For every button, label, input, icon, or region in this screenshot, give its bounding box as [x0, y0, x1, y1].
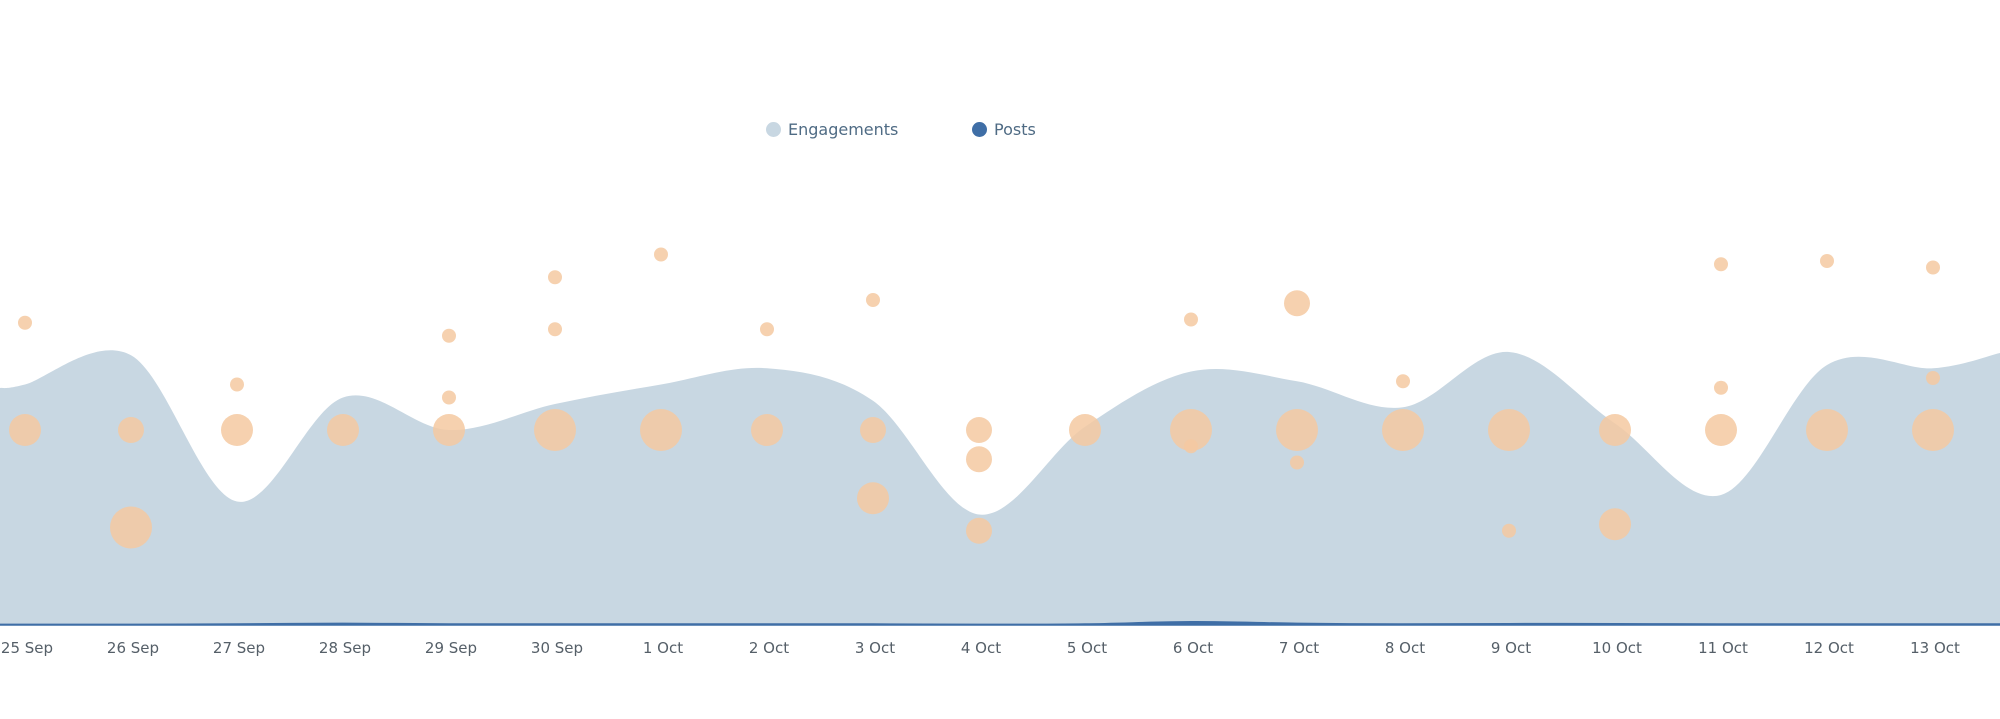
x-tick-label: 9 Oct — [1491, 639, 1531, 657]
engagements-area — [0, 350, 2000, 625]
bubble-point[interactable] — [751, 414, 783, 446]
bubble-point[interactable] — [966, 417, 992, 443]
bubble-point[interactable] — [548, 270, 562, 285]
bubble-point[interactable] — [221, 414, 253, 446]
bubble-point[interactable] — [1926, 260, 1940, 275]
x-tick-label: 12 Oct — [1804, 639, 1854, 657]
legend-swatch-engagements — [766, 122, 781, 137]
bubble-point[interactable] — [110, 506, 152, 549]
bubble-point[interactable] — [1912, 409, 1954, 451]
bubble-point[interactable] — [1284, 290, 1310, 317]
bubble-point[interactable] — [1820, 254, 1834, 268]
x-tick-label: 27 Sep — [213, 639, 265, 657]
bubble-point[interactable] — [1599, 414, 1631, 446]
x-tick-label: 8 Oct — [1385, 639, 1425, 657]
x-tick-label: 6 Oct — [1173, 639, 1213, 657]
bubble-point[interactable] — [1396, 374, 1410, 389]
bubble-point[interactable] — [1170, 409, 1212, 451]
bubble-point[interactable] — [9, 414, 41, 446]
bubble-point[interactable] — [1276, 409, 1318, 451]
x-tick-label: 3 Oct — [855, 639, 895, 657]
area-layer — [0, 350, 2000, 626]
bubble-point[interactable] — [1502, 523, 1516, 538]
bubble-point[interactable] — [1714, 257, 1728, 272]
x-tick-label: 30 Sep — [531, 639, 583, 657]
bubble-point[interactable] — [1184, 312, 1198, 327]
legend-swatch-posts — [972, 122, 987, 137]
bubble-point[interactable] — [640, 409, 682, 451]
bubble-point[interactable] — [442, 390, 456, 405]
x-tick-label: 7 Oct — [1279, 639, 1319, 657]
bubble-point[interactable] — [1382, 409, 1424, 451]
x-tick-label: 1 Oct — [643, 639, 683, 657]
legend-item-posts[interactable]: Posts — [972, 120, 1036, 139]
bubble-point[interactable] — [1184, 439, 1198, 454]
bubble-point[interactable] — [866, 293, 880, 307]
legend-label-engagements: Engagements — [788, 120, 899, 139]
bubble-point[interactable] — [1926, 371, 1940, 385]
bubble-point[interactable] — [1069, 414, 1101, 446]
x-tick-label: 4 Oct — [961, 639, 1001, 657]
x-axis: 25 Sep 26 Sep 27 Sep 28 Sep 29 Sep 30 Sep 1 Oc… — [1, 639, 1960, 657]
legend-item-engagements[interactable]: Engagements — [766, 120, 898, 139]
bubble-point[interactable] — [118, 417, 144, 443]
bubble-point[interactable] — [860, 417, 886, 443]
bubble-point[interactable] — [1488, 409, 1530, 451]
bubble-point[interactable] — [230, 377, 244, 392]
bubble-point[interactable] — [1806, 409, 1848, 451]
legend: Engagements Posts — [0, 120, 2000, 144]
legend-label-posts: Posts — [994, 120, 1036, 139]
bubble-point[interactable] — [548, 322, 562, 337]
x-tick-label: 25 Sep — [1, 639, 53, 657]
x-tick-label: 26 Sep — [107, 639, 159, 657]
bubble-point[interactable] — [966, 446, 992, 473]
bubble-point[interactable] — [1290, 455, 1304, 470]
bubble-point[interactable] — [857, 482, 889, 515]
x-tick-label: 13 Oct — [1910, 639, 1960, 657]
bubble-point[interactable] — [433, 414, 465, 446]
bubble-point[interactable] — [327, 414, 359, 446]
x-tick-label: 2 Oct — [749, 639, 789, 657]
posts-area — [0, 621, 2000, 626]
bubble-layer — [9, 247, 1954, 549]
bubble-point[interactable] — [654, 247, 668, 262]
x-tick-label: 29 Sep — [425, 639, 477, 657]
bubble-point[interactable] — [1599, 508, 1631, 541]
bubble-point[interactable] — [534, 409, 576, 451]
bubble-point[interactable] — [18, 315, 32, 330]
bubble-point[interactable] — [1705, 414, 1737, 446]
x-tick-label: 11 Oct — [1698, 639, 1748, 657]
bubble-point[interactable] — [760, 322, 774, 337]
bubble-point[interactable] — [442, 328, 456, 343]
x-tick-label: 28 Sep — [319, 639, 371, 657]
bubble-point[interactable] — [1714, 380, 1728, 395]
bubble-point[interactable] — [966, 517, 992, 544]
x-tick-label: 5 Oct — [1067, 639, 1107, 657]
x-tick-label: 10 Oct — [1592, 639, 1642, 657]
